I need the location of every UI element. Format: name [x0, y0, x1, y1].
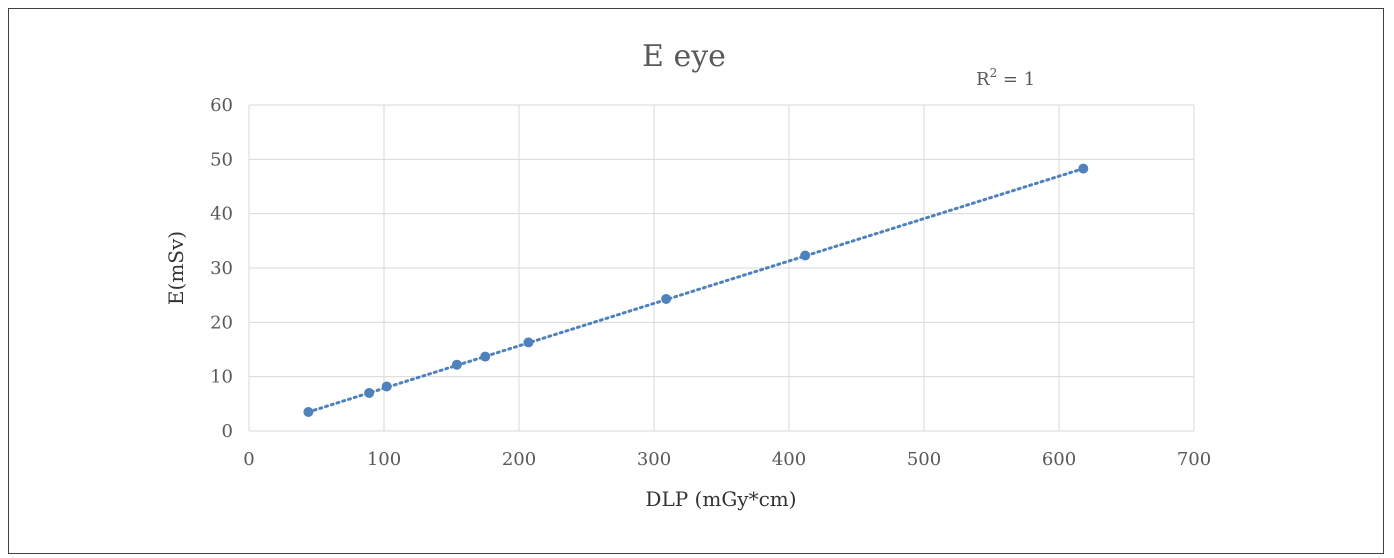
y-tick-label: 0: [222, 421, 233, 442]
data-point: [800, 250, 811, 261]
y-tick-label: 20: [210, 312, 233, 333]
data-point: [480, 351, 491, 362]
r-squared-value: = 1: [997, 69, 1035, 90]
y-tick-label: 10: [210, 367, 233, 388]
r-squared-sup: 2: [990, 66, 998, 80]
trendline-layer: [306, 167, 1085, 414]
chart-frame: [8, 8, 1384, 554]
y-tick-label: 40: [210, 204, 233, 225]
y-tick-label: 50: [210, 149, 233, 170]
tick-labels: 0 100 200 300 400 500 600 700 0 10 20 30 40 50 60: [210, 95, 1211, 470]
x-tick-label: 600: [1042, 449, 1076, 470]
data-point: [661, 293, 672, 304]
x-tick-label: 100: [367, 449, 401, 470]
trendline: [306, 167, 1085, 414]
x-tick-label: 700: [1177, 449, 1211, 470]
data-point: [364, 387, 375, 398]
y-axis-title: E(mSv): [164, 231, 188, 305]
x-tick-label: 400: [772, 449, 806, 470]
y-tick-label: 60: [210, 95, 233, 116]
r-squared-label: R2 = 1: [976, 66, 1035, 90]
data-point: [451, 359, 462, 370]
r-squared-base: R: [976, 69, 990, 90]
x-tick-label: 0: [243, 449, 254, 470]
data-point: [1078, 163, 1089, 174]
chart-title: E eye: [642, 39, 726, 74]
x-tick-label: 200: [502, 449, 536, 470]
y-tick-label: 30: [210, 258, 233, 279]
data-point: [523, 337, 534, 348]
x-tick-label: 500: [907, 449, 941, 470]
data-points: [303, 163, 1089, 417]
x-tick-label: 300: [637, 449, 671, 470]
grid-lines: [248, 104, 1195, 432]
data-point: [303, 406, 314, 417]
data-point: [381, 381, 392, 392]
x-axis-title: DLP (mGy*cm): [645, 487, 796, 511]
